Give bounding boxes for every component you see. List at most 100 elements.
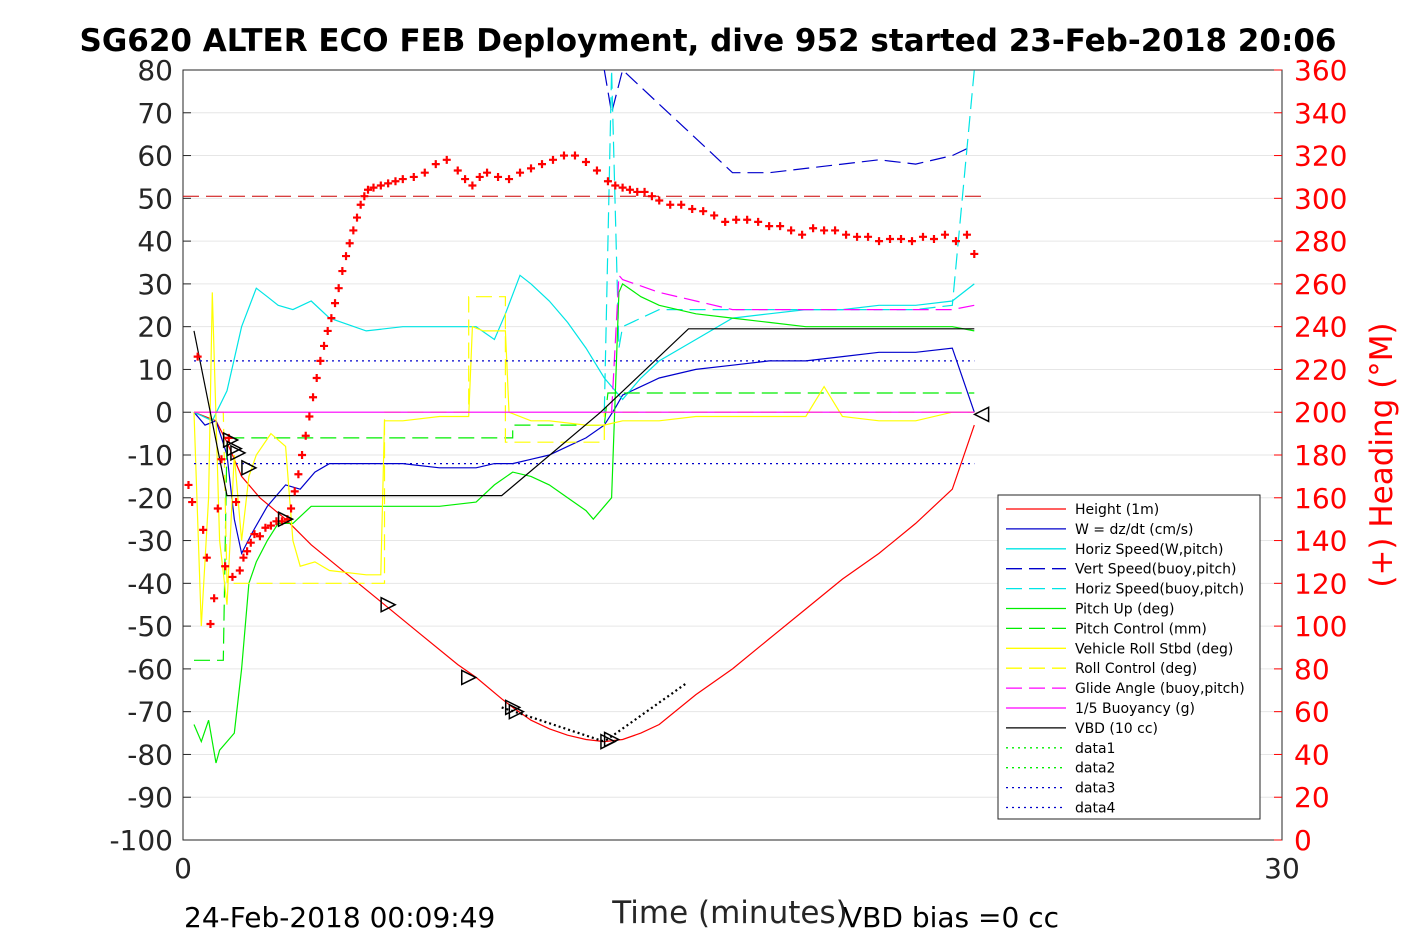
heading-point	[298, 451, 307, 459]
left-tick-label: -90	[127, 781, 173, 814]
heading-point	[908, 237, 917, 246]
legend-label: data3	[1075, 781, 1115, 797]
heading-point	[475, 172, 484, 181]
heading-point	[468, 181, 477, 190]
heading-point	[962, 230, 971, 239]
heading-point	[842, 230, 851, 239]
heading-point	[820, 226, 829, 235]
right-tick-label: 340	[1294, 97, 1347, 130]
heading-point	[356, 200, 365, 209]
x-tick-label: 0	[174, 852, 192, 885]
heading-point	[331, 299, 340, 308]
heading-point	[666, 200, 675, 209]
left-tick-label: -10	[127, 439, 173, 472]
heading-point	[640, 187, 649, 196]
left-tick-label: -80	[127, 738, 173, 771]
heading-point	[581, 157, 590, 166]
right-tick-label: 80	[1294, 653, 1330, 686]
legend-label: Glide Angle (buoy,pitch)	[1075, 681, 1245, 697]
legend-label: Height (1m)	[1075, 502, 1159, 518]
heading-point	[538, 160, 547, 169]
right-tick-label: 240	[1294, 311, 1347, 344]
footer-timestamp: 24-Feb-2018 00:09:49	[184, 901, 495, 934]
heading-point	[235, 566, 244, 575]
left-tick-label: -50	[127, 610, 173, 643]
legend-label: Vert Speed(buoy,pitch)	[1075, 562, 1237, 578]
series-line-pitch-control-mm	[194, 392, 975, 661]
heading-point	[323, 326, 332, 335]
heading-point	[391, 177, 400, 186]
right-tick-label: 220	[1294, 353, 1347, 386]
series-line-glide-angle-buoy-pitch	[611, 273, 975, 413]
right-tick-label: 120	[1294, 567, 1347, 600]
right-tick-label: 200	[1294, 396, 1347, 429]
heading-point	[886, 234, 895, 243]
legend-label: Pitch Control (mm)	[1075, 621, 1207, 637]
left-tick-label: 50	[137, 182, 173, 215]
right-tick-label: 20	[1294, 781, 1330, 814]
series-line-horiz-speed-w-pitch	[193, 274, 975, 422]
heading-point	[398, 175, 407, 184]
right-tick-label: 40	[1294, 738, 1330, 771]
heading-point	[929, 234, 938, 243]
heading-point	[327, 314, 336, 323]
series-line-height-1m	[193, 411, 975, 743]
legend-label: data2	[1075, 761, 1115, 777]
heading-point	[376, 181, 385, 190]
series-layer	[193, 68, 975, 764]
heading-point	[320, 341, 329, 350]
heading-point	[409, 172, 418, 181]
heading-point	[250, 530, 259, 539]
legend-label: Pitch Up (deg)	[1075, 602, 1174, 618]
legend-items: Height (1m) W = dz/dt (cm/s) Horiz Speed(W…	[1006, 502, 1245, 817]
right-tick-label: 0	[1294, 824, 1312, 857]
heading-point	[369, 183, 378, 192]
heading-point	[188, 498, 197, 507]
left-tick-label: 10	[137, 353, 173, 386]
legend-label: Roll Control (deg)	[1075, 661, 1197, 677]
chart-title: SG620 ALTER ECO FEB Deployment, dive 952…	[80, 23, 1337, 59]
heading-point	[710, 211, 719, 220]
left-tick-label: 0	[155, 396, 173, 429]
heading-point	[611, 181, 620, 190]
left-ticks: 80 70 60 50 40 30 20 10 0 -10 -20 -30 -40 -50 -60 -70 -8…	[109, 54, 191, 857]
right-axis-label: (+) Heading (°M)	[1364, 322, 1400, 587]
heading-point	[864, 232, 873, 241]
heading-point	[516, 168, 525, 177]
right-tick-label: 280	[1294, 225, 1347, 258]
x-axis-label: Time (minutes)	[611, 895, 847, 931]
heading-point	[721, 217, 730, 226]
heading-point	[570, 151, 579, 160]
right-tick-label: 140	[1294, 525, 1347, 558]
heading-point	[384, 179, 393, 188]
heading-point	[290, 487, 299, 496]
event-marker	[380, 596, 397, 613]
heading-point	[294, 470, 303, 479]
heading-point	[228, 572, 237, 581]
heading-point	[353, 213, 362, 222]
left-tick-label: 40	[137, 225, 173, 258]
heading-point	[309, 393, 318, 402]
heading-point	[688, 205, 697, 214]
right-tick-label: 180	[1294, 439, 1347, 472]
heading-point	[312, 374, 321, 382]
heading-point	[206, 619, 215, 628]
left-tick-label: 60	[137, 140, 173, 173]
heading-point	[431, 160, 440, 169]
heading-point	[798, 230, 807, 239]
right-tick-label: 260	[1294, 268, 1347, 301]
legend-label: Vehicle Roll Stbd (deg)	[1075, 641, 1233, 657]
left-tick-label: 30	[137, 268, 173, 301]
heading-point	[592, 166, 601, 175]
right-tick-label: 360	[1294, 54, 1347, 87]
heading-point	[305, 412, 314, 421]
heading-point	[349, 226, 358, 235]
left-tick-label: 20	[137, 311, 173, 344]
heading-point	[743, 215, 752, 224]
heading-point	[221, 562, 230, 571]
series-line-pitch-up-deg	[193, 282, 975, 764]
left-tick-label: 80	[137, 54, 173, 87]
heading-layer	[183, 152, 982, 628]
heading-point	[246, 538, 255, 547]
legend-label: VBD (10 cc)	[1075, 721, 1158, 737]
